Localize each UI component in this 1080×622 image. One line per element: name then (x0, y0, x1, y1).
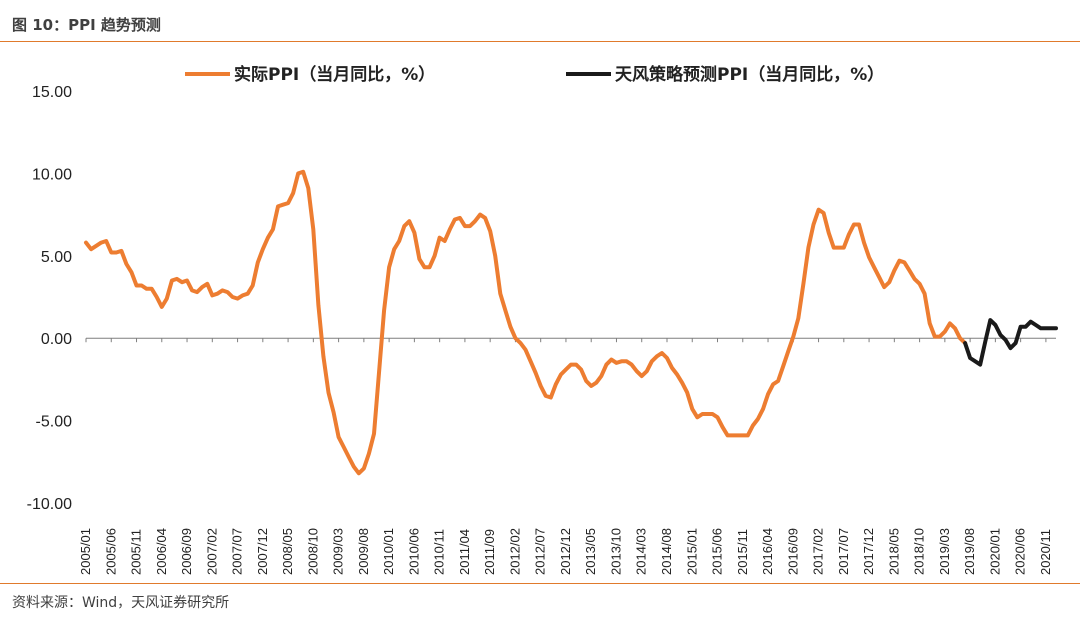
legend-label-actual: 实际PPI（当月同比，%） (234, 64, 435, 85)
y-tick-label: 15.00 (32, 84, 72, 101)
footer-rule (0, 583, 1080, 584)
y-tick-label: -5.00 (36, 414, 73, 431)
x-tick-label: 2010/11 (432, 529, 447, 575)
x-tick-label: 2016/09 (785, 528, 800, 575)
x-tick-label: 2019/08 (962, 528, 977, 575)
x-tick-label: 2012/12 (558, 528, 573, 575)
x-tick-label: 2012/02 (507, 528, 522, 575)
x-tick-label: 2009/08 (356, 528, 371, 575)
series-line-actual-ppi (84, 169, 968, 476)
y-tick-label: -10.00 (27, 496, 72, 513)
x-tick-label: 2020/06 (1013, 528, 1028, 575)
x-tick-label: 2007/02 (204, 528, 219, 575)
x-tick-label: 2018/10 (912, 528, 927, 575)
x-tick-label: 2017/07 (836, 528, 851, 575)
y-tick-label: 10.00 (32, 166, 72, 183)
x-tick-label: 2019/03 (937, 528, 952, 575)
x-tick-label: 2011/09 (482, 529, 497, 575)
figure-title: 图 10：PPI 趋势预测 (12, 16, 161, 34)
header-rule (0, 41, 1080, 42)
x-tick-label: 2014/03 (634, 528, 649, 575)
y-axis: 15.00 10.00 5.00 0.00 -5.00 -10.00 (27, 84, 72, 513)
plot-area (84, 169, 1058, 476)
x-tick-label: 2012/07 (533, 528, 548, 575)
x-tick-label: 2015/11 (735, 529, 750, 575)
x-tick-label: 2017/12 (861, 528, 876, 575)
x-tick-label: 2010/06 (406, 528, 421, 575)
source-note: 资料来源：Wind，天风证券研究所 (12, 595, 230, 611)
x-tick-label: 2006/04 (154, 528, 169, 575)
x-tick-label: 2005/11 (129, 529, 144, 575)
y-tick-label: 0.00 (41, 331, 72, 348)
x-tick-label: 2017/02 (811, 528, 826, 575)
series-line-forecast-ppi (963, 318, 1058, 367)
x-tick-label: 2020/11 (1038, 529, 1053, 575)
x-tick-label: 2015/06 (710, 528, 725, 575)
x-tick-label: 2010/01 (381, 528, 396, 575)
x-tick-label: 2013/05 (583, 528, 598, 575)
x-tick-label: 2005/06 (103, 528, 118, 575)
x-tick-label: 2009/03 (331, 528, 346, 575)
x-tick-label: 2020/01 (987, 528, 1002, 575)
x-tick-label: 2013/10 (608, 528, 623, 575)
x-tick-label: 2014/08 (659, 528, 674, 575)
x-tick-label: 2005/01 (78, 528, 93, 575)
y-tick-label: 5.00 (41, 249, 72, 266)
x-tick-label: 2008/05 (280, 528, 295, 575)
x-tick-label: 2007/12 (255, 528, 270, 575)
x-tick-label: 2006/09 (179, 528, 194, 575)
x-tick-label: 2011/04 (457, 529, 472, 575)
legend-label-forecast: 天风策略预测PPI（当月同比，%） (615, 64, 884, 85)
x-tick-label: 2018/05 (886, 528, 901, 575)
x-tick-label: 2016/04 (760, 528, 775, 575)
x-axis: 2005/01 2005/06 2005/11 2006/04 2006/09 2007/… (78, 337, 1056, 575)
legend: 实际PPI（当月同比，%） 天风策略预测PPI（当月同比，%） (185, 64, 884, 85)
x-tick-label: 2015/01 (684, 528, 699, 575)
x-tick-label: 2008/10 (305, 528, 320, 575)
x-tick-label: 2007/07 (230, 528, 245, 575)
